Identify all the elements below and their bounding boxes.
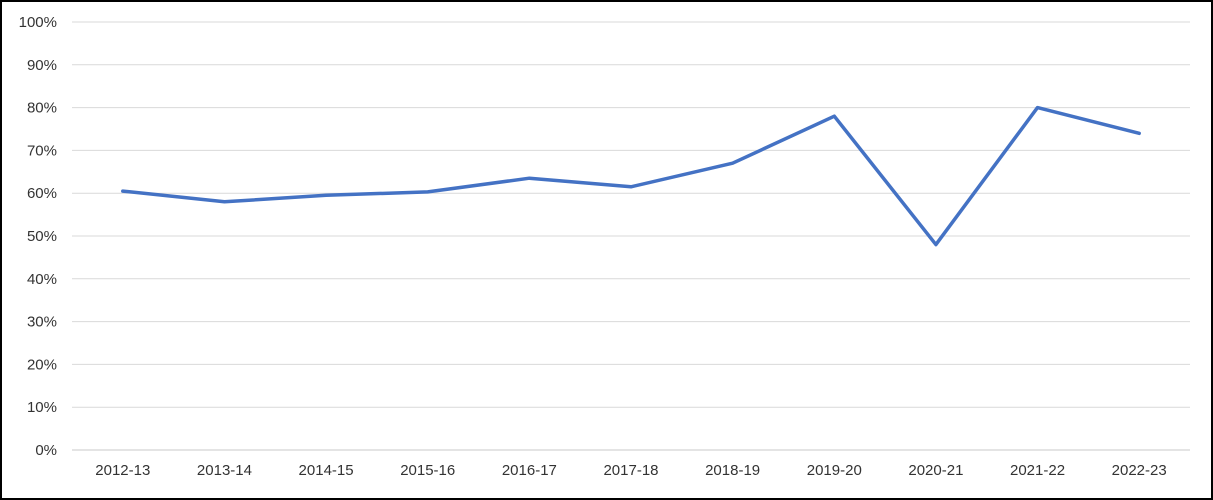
y-tick-label: 60% [27,185,57,202]
y-tick-label: 20% [27,356,57,373]
y-tick-label: 0% [35,442,57,459]
x-tick-label: 2016-17 [502,462,557,479]
series-line [121,105,1141,247]
y-tick-label: 80% [27,100,57,117]
x-tick-label: 2017-18 [603,462,658,479]
y-tick-label: 50% [27,228,57,245]
y-tick-label: 30% [27,314,57,331]
y-tick-label: 100% [19,14,57,31]
x-tick-label: 2020-21 [908,462,963,479]
x-tick-label: 2013-14 [197,462,252,479]
x-tick-label: 2022-23 [1112,462,1167,479]
x-tick-label: 2014-15 [299,462,354,479]
x-tick-label: 2018-19 [705,462,760,479]
x-tick-label: 2021-22 [1010,462,1065,479]
x-tick-label: 2019-20 [807,462,862,479]
y-tick-label: 40% [27,271,57,288]
y-tick-label: 90% [27,57,57,74]
y-tick-label: 70% [27,142,57,159]
x-tick-label: 2015-16 [400,462,455,479]
x-tick-label: 2012-13 [95,462,150,479]
y-tick-label: 10% [27,399,57,416]
